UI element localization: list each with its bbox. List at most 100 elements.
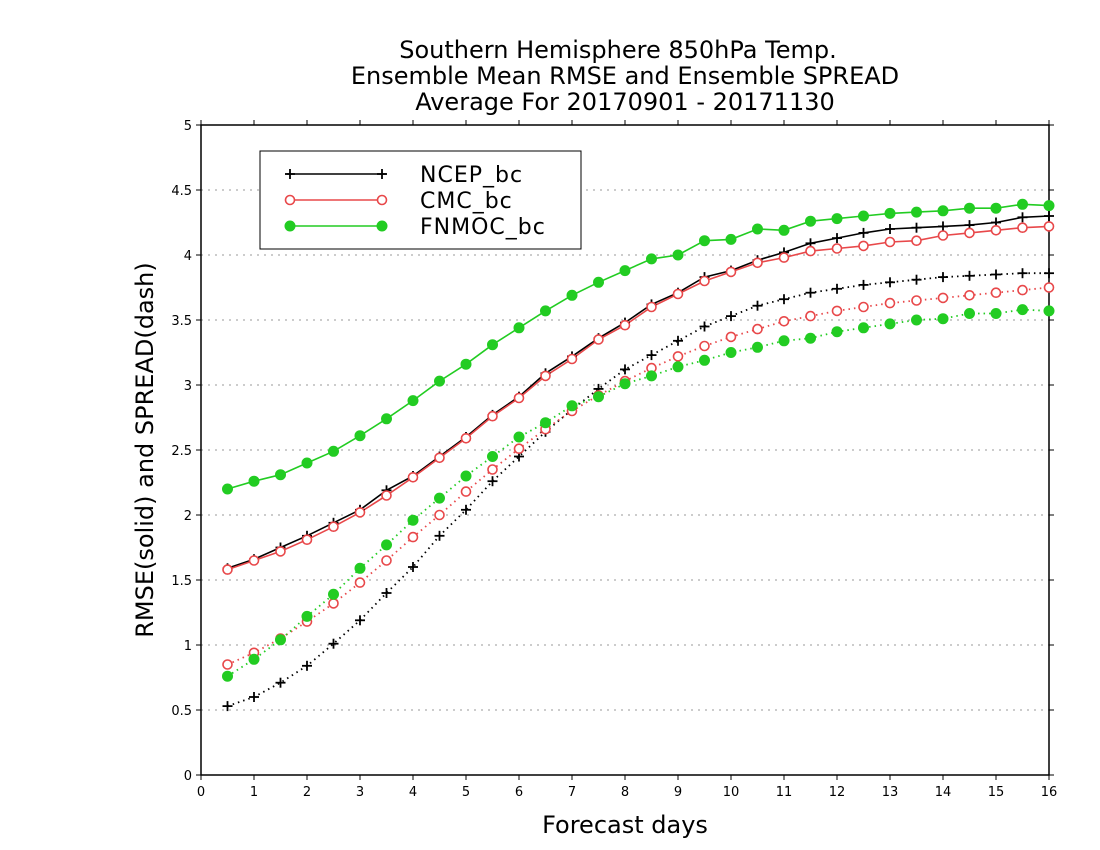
ncep-bc-spread-point	[381, 588, 392, 598]
series-lines	[227, 203, 1050, 707]
fnmoc-bc-rmse-point	[1017, 198, 1028, 210]
cmc-bc-rmse-point	[831, 243, 843, 254]
y-tick-label: 0	[184, 769, 192, 784]
cmc-bc-spread-point	[513, 443, 525, 455]
x-tick-label: 3	[356, 785, 364, 800]
cmc-bc-rmse-point	[407, 471, 419, 483]
fnmoc-bc-rmse-point	[672, 249, 684, 261]
fnmoc-bc-spread-point	[646, 370, 657, 382]
x-tick-label: 7	[568, 785, 576, 800]
cmc-bc-rmse-point	[540, 370, 551, 382]
ncep-bc-spread-point	[779, 294, 789, 305]
y-tick-label: 0.5	[171, 704, 192, 719]
ncep-bc-spread-point	[461, 504, 471, 515]
fnmoc-bc-spread-point	[540, 417, 551, 429]
fnmoc-bc-rmse-point	[831, 213, 843, 225]
cmc-bc-rmse-point	[566, 353, 578, 365]
cmc-bc-spread-point	[354, 577, 366, 588]
fnmoc-bc-spread-line	[227, 308, 1050, 677]
ncep-bc-spread-point	[726, 311, 736, 322]
cmc-bc-rmse-point	[858, 240, 869, 252]
x-axis-label: Forecast days	[542, 811, 708, 839]
ncep-bc-spread-point	[699, 321, 710, 332]
ncep-bc-spread-point	[249, 692, 259, 702]
ncep-bc-spread-point	[1017, 268, 1028, 279]
fnmoc-bc-rmse-point	[513, 322, 525, 334]
axis-ticks: 00.511.522.533.544.550 1 2 3 4 5 6 7 8 9 10 11 12 13 1…	[171, 119, 1057, 800]
fnmoc-bc-spread-point	[248, 653, 260, 665]
cmc-bc-rmse-point	[990, 225, 1002, 236]
legend-marker-cmc-bc	[376, 194, 388, 206]
fnmoc-bc-spread-point	[884, 318, 896, 330]
fnmoc-bc-rmse-point	[619, 265, 631, 277]
x-tick-label: 1	[250, 785, 258, 800]
fnmoc-bc-rmse-point	[434, 375, 445, 387]
ncep-bc-rmse-point	[1044, 211, 1054, 221]
fnmoc-bc-spread-point	[222, 670, 233, 682]
cmc-bc-rmse-point	[434, 452, 445, 464]
fnmoc-bc-spread-point	[831, 326, 843, 338]
fnmoc-bc-spread-point	[619, 378, 631, 390]
cmc-bc-rmse-point	[354, 507, 366, 518]
cmc-bc-spread-point	[884, 297, 896, 309]
fnmoc-bc-rmse-point	[222, 483, 233, 495]
fnmoc-bc-rmse-point	[805, 215, 816, 227]
fnmoc-bc-spread-point	[990, 308, 1002, 319]
cmc-bc-rmse-line	[227, 225, 1050, 571]
ncep-bc-spread-point	[434, 530, 445, 541]
cmc-bc-rmse-point	[487, 410, 498, 422]
cmc-bc-spread-line	[227, 286, 1050, 666]
cmc-bc-rmse-point	[725, 266, 737, 278]
cmc-bc-rmse-point	[301, 534, 313, 546]
x-tick-label: 9	[674, 785, 682, 800]
ncep-bc-spread-point	[964, 270, 975, 281]
fnmoc-bc-rmse-point	[1043, 200, 1055, 212]
cmc-bc-rmse-point	[460, 432, 472, 444]
ncep-bc-spread-point	[885, 277, 895, 288]
fnmoc-bc-rmse-point	[566, 289, 578, 301]
fnmoc-bc-spread-point	[328, 588, 339, 600]
fnmoc-bc-spread-point	[752, 341, 763, 353]
ncep-bc-spread-point	[408, 562, 418, 572]
ncep-bc-spread-point	[805, 287, 816, 298]
cmc-bc-rmse-point	[275, 546, 286, 557]
x-tick-label: 13	[882, 785, 899, 800]
fnmoc-bc-spread-point	[434, 492, 445, 504]
ncep-bc-spread-point	[328, 638, 339, 649]
cmc-bc-rmse-point	[805, 245, 816, 257]
x-tick-label: 11	[776, 785, 793, 800]
fnmoc-bc-rmse-point	[593, 276, 604, 288]
x-tick-label: 4	[409, 785, 417, 800]
fnmoc-bc-rmse-point	[460, 358, 472, 370]
cmc-bc-spread-point	[460, 486, 472, 497]
cmc-bc-spread-point	[381, 555, 392, 566]
y-tick-label: 4	[184, 249, 192, 264]
y-tick-label: 3.5	[171, 314, 192, 329]
cmc-bc-spread-point	[831, 305, 843, 317]
cmc-bc-spread-point	[990, 287, 1002, 299]
title-line-3: Average For 20170901 - 20171130	[415, 88, 835, 116]
fnmoc-bc-spread-point	[593, 391, 604, 403]
cmc-bc-rmse-point	[248, 555, 260, 566]
fnmoc-bc-rmse-point	[858, 210, 869, 222]
cmc-bc-spread-point	[672, 351, 684, 362]
ncep-bc-spread-line	[227, 272, 1049, 707]
fnmoc-bc-rmse-point	[725, 233, 737, 245]
fnmoc-bc-rmse-point	[964, 202, 975, 214]
fnmoc-bc-rmse-point	[301, 457, 313, 469]
legend-marker-ncep-bc	[285, 169, 295, 179]
title-line-1: Southern Hemisphere 850hPa Temp.	[399, 36, 836, 64]
fnmoc-bc-spread-point	[381, 539, 392, 551]
ncep-bc-spread-point	[832, 283, 842, 294]
title-line-2: Ensemble Mean RMSE and Ensemble SPREAD	[351, 62, 899, 90]
fnmoc-bc-spread-point	[354, 562, 366, 574]
fnmoc-bc-spread-point	[460, 470, 472, 482]
fnmoc-bc-rmse-point	[990, 202, 1002, 214]
cmc-bc-spread-point	[328, 598, 339, 609]
y-tick-label: 4.5	[171, 184, 192, 199]
cmc-bc-rmse-point	[884, 236, 896, 248]
cmc-bc-spread-point	[407, 531, 419, 543]
fnmoc-bc-spread-point	[805, 332, 816, 344]
fnmoc-bc-rmse-point	[540, 305, 551, 317]
